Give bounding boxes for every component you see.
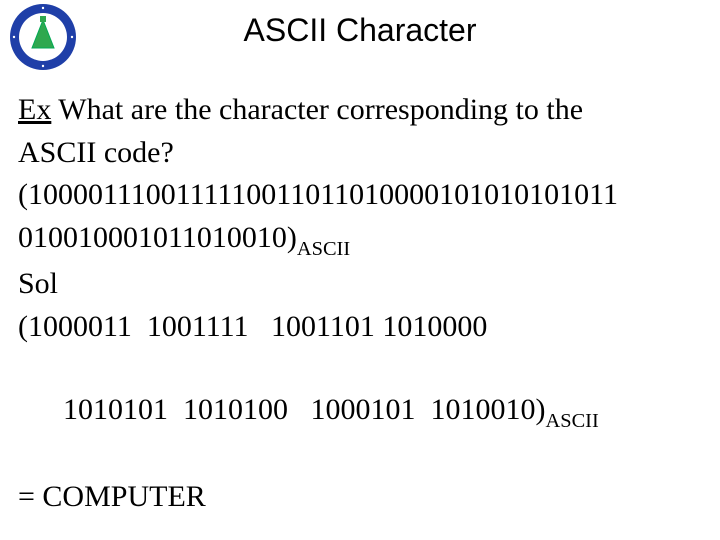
- binary-spaced-line-2: 1010101 1010100 1000101 1010010)ASCII: [18, 349, 702, 475]
- example-label: Ex: [18, 93, 51, 126]
- slide: ASCII Character Ex What are the characte…: [0, 0, 720, 540]
- ascii-subscript-2: ASCII: [546, 410, 599, 432]
- binary-spaced-line-2-text: 1010101 1010100 1000101 1010010): [63, 393, 546, 426]
- solution-label: Sol: [18, 264, 702, 305]
- question-line-2: ASCII code?: [18, 133, 702, 174]
- binary-string-line-2: 010010001011010010)ASCII: [18, 218, 702, 263]
- slide-body: Ex What are the character corresponding …: [18, 90, 702, 519]
- binary-string-line-1: (100001110011111001101101000010101010101…: [18, 175, 702, 216]
- slide-title: ASCII Character: [0, 12, 720, 49]
- question-line-1: Ex What are the character corresponding …: [18, 90, 702, 131]
- question-text-1: What are the character corresponding to …: [51, 93, 583, 126]
- binary-spaced-line-1: (1000011 1001111 1001101 1010000: [18, 307, 702, 348]
- binary-string-line-2-text: 010010001011010010): [18, 221, 297, 254]
- ascii-subscript-1: ASCII: [297, 238, 350, 260]
- result-line: = COMPUTER: [18, 477, 702, 518]
